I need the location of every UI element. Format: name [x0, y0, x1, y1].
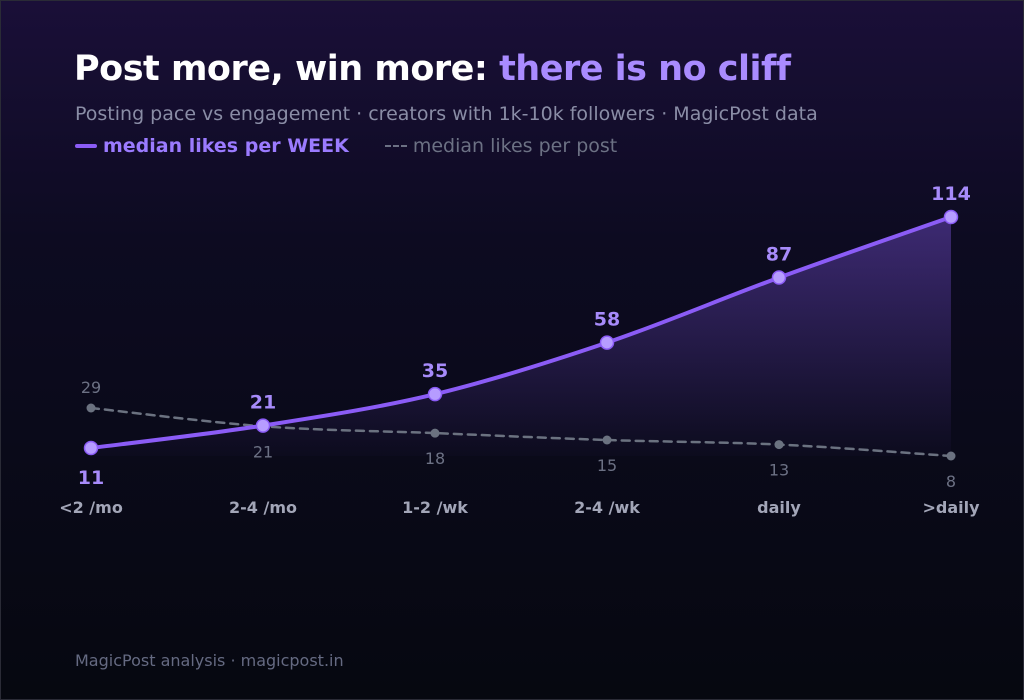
chart-title: Post more, win more: there is no cliff [74, 49, 791, 89]
x-axis-tick-label: 2-4 /mo [229, 498, 297, 517]
legend-item-post-likes: median likes per post [384, 135, 618, 157]
weekly-likes-point [943, 209, 959, 225]
weekly-likes-value-label: 35 [422, 360, 448, 382]
weekly-likes-point [427, 386, 443, 402]
weekly-likes-line [89, 215, 953, 450]
title-accent: there is no cliff [499, 49, 791, 89]
legend-label-weekly-likes: median likes per WEEK [103, 135, 349, 157]
legend-label-post-likes: median likes per post [412, 135, 618, 157]
x-axis-tick-label: daily [757, 498, 801, 517]
title-main: Post more, win more: [74, 49, 500, 89]
weekly-likes-point [255, 418, 271, 433]
post-likes-value-label: 29 [81, 378, 101, 397]
x-axis-tick-label: 1-2 /wk [402, 498, 468, 517]
post-likes-point [774, 440, 784, 450]
weekly-likes-value-label: 87 [766, 244, 792, 266]
post-likes-value-label: 21 [253, 442, 273, 461]
x-axis-tick-label: 2-4 /wk [574, 498, 640, 517]
post-likes-point [86, 403, 96, 413]
chart-legend: median likes per WEEK median likes per p… [75, 135, 617, 157]
source-footer: MagicPost analysis · magicpost.in [75, 651, 344, 670]
legend-swatch-solid [75, 144, 97, 148]
weekly-likes-value-label: 114 [931, 183, 971, 205]
post-likes-point [430, 428, 440, 438]
post-likes-value-label: 8 [946, 472, 956, 491]
x-axis-tick-label: <2 /mo [59, 498, 123, 517]
weekly-likes-value-label: 58 [594, 309, 620, 331]
weekly-likes-point [771, 270, 787, 285]
post-likes-value-label: 18 [425, 449, 445, 468]
weekly-likes-area [91, 217, 951, 456]
post-likes-point [602, 435, 612, 445]
weekly-likes-point [599, 335, 615, 350]
legend-swatch-dashed [384, 145, 407, 147]
weekly-likes-value-label: 21 [250, 392, 276, 414]
post-likes-value-label: 15 [597, 456, 617, 475]
post-likes-value-label: 13 [769, 461, 789, 480]
weekly-likes-value-label: 11 [78, 467, 104, 489]
post-likes-point [946, 451, 956, 461]
x-axis-tick-label: >daily [922, 498, 980, 517]
legend-item-weekly-likes: median likes per WEEK [75, 135, 349, 157]
chart-subtitle: Posting pace vs engagement · creators wi… [75, 103, 818, 125]
weekly-likes-point [83, 440, 99, 456]
